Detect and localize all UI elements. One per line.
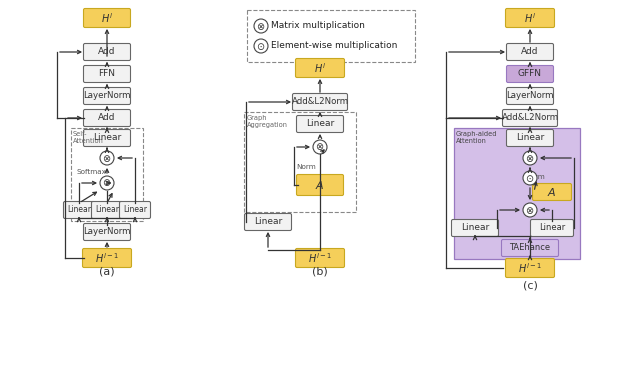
Text: $H^{l}$: $H^{l}$ (101, 11, 113, 25)
Text: $\otimes$: $\otimes$ (525, 152, 534, 164)
FancyBboxPatch shape (296, 59, 344, 77)
FancyBboxPatch shape (83, 130, 131, 147)
FancyBboxPatch shape (63, 201, 95, 218)
Text: Linear: Linear (254, 217, 282, 226)
FancyBboxPatch shape (451, 220, 499, 237)
Text: LayerNorm: LayerNorm (506, 91, 554, 101)
Text: Linear: Linear (67, 206, 91, 214)
FancyBboxPatch shape (83, 43, 131, 60)
Text: LayerNorm: LayerNorm (83, 91, 131, 101)
Text: Graph
Aggregation: Graph Aggregation (247, 115, 288, 128)
Text: Element-wise multiplication: Element-wise multiplication (271, 42, 397, 51)
FancyBboxPatch shape (506, 43, 554, 60)
Text: $\otimes$: $\otimes$ (525, 204, 534, 215)
Text: GFFN: GFFN (518, 70, 542, 79)
FancyBboxPatch shape (532, 183, 572, 200)
Text: Self-
Attention: Self- Attention (73, 131, 104, 144)
Text: Add: Add (521, 48, 539, 56)
Text: Norm: Norm (525, 174, 545, 180)
Text: (c): (c) (523, 280, 538, 290)
Text: FFN: FFN (99, 70, 115, 79)
Bar (247, 10, 415, 62)
Text: Linear: Linear (93, 133, 121, 143)
Text: $A$: $A$ (547, 186, 557, 198)
Text: $H^{l-1}$: $H^{l-1}$ (308, 251, 332, 265)
FancyBboxPatch shape (296, 248, 344, 268)
Text: $\odot$: $\odot$ (525, 172, 534, 183)
Text: Linear: Linear (306, 119, 334, 129)
FancyBboxPatch shape (83, 65, 131, 82)
FancyBboxPatch shape (83, 87, 131, 104)
Circle shape (100, 176, 114, 190)
Text: Linear: Linear (516, 133, 544, 143)
FancyBboxPatch shape (506, 8, 554, 28)
Text: (a): (a) (99, 267, 115, 277)
Text: Add&L2Norm: Add&L2Norm (291, 98, 349, 107)
Circle shape (254, 39, 268, 53)
Text: Linear: Linear (95, 206, 119, 214)
Text: LayerNorm: LayerNorm (83, 228, 131, 237)
Text: $H^{l}$: $H^{l}$ (314, 61, 326, 75)
Text: Linear: Linear (123, 206, 147, 214)
FancyBboxPatch shape (531, 220, 573, 237)
Text: TAEhance: TAEhance (509, 243, 550, 253)
Bar (454, 128, 580, 259)
FancyBboxPatch shape (83, 223, 131, 240)
Text: $H^{l-1}$: $H^{l-1}$ (95, 251, 119, 265)
FancyBboxPatch shape (120, 201, 150, 218)
Bar (71, 128, 143, 221)
Circle shape (523, 203, 537, 217)
Text: $\odot$: $\odot$ (257, 40, 266, 51)
Text: Norm: Norm (296, 164, 316, 170)
Text: Softmax: Softmax (76, 169, 106, 175)
FancyBboxPatch shape (506, 130, 554, 147)
Text: $\otimes$: $\otimes$ (316, 141, 324, 152)
FancyBboxPatch shape (92, 201, 122, 218)
Text: $\otimes$: $\otimes$ (102, 178, 111, 189)
Circle shape (523, 171, 537, 185)
Text: Matrix multiplication: Matrix multiplication (271, 22, 365, 31)
FancyBboxPatch shape (244, 214, 291, 231)
FancyBboxPatch shape (502, 110, 557, 127)
Text: $H^{l}$: $H^{l}$ (524, 11, 536, 25)
FancyBboxPatch shape (292, 93, 348, 110)
Text: Linear: Linear (539, 223, 565, 232)
Text: Linear: Linear (461, 223, 489, 232)
Text: Add: Add (99, 48, 116, 56)
Text: $H^{l-1}$: $H^{l-1}$ (518, 261, 542, 275)
FancyBboxPatch shape (502, 240, 559, 257)
Text: (b): (b) (312, 267, 328, 277)
Text: $A$: $A$ (316, 179, 324, 191)
Text: Add: Add (99, 113, 116, 122)
FancyBboxPatch shape (506, 259, 554, 277)
FancyBboxPatch shape (296, 175, 344, 195)
Circle shape (313, 140, 327, 154)
Text: $\otimes$: $\otimes$ (102, 152, 111, 164)
Circle shape (100, 151, 114, 165)
Text: $\otimes$: $\otimes$ (257, 20, 266, 31)
Circle shape (254, 19, 268, 33)
FancyBboxPatch shape (506, 87, 554, 104)
Text: Graph-aided
Attention: Graph-aided Attention (456, 131, 497, 144)
FancyBboxPatch shape (506, 65, 554, 82)
Bar (244, 112, 356, 212)
FancyBboxPatch shape (83, 110, 131, 127)
FancyBboxPatch shape (83, 8, 131, 28)
FancyBboxPatch shape (296, 116, 344, 133)
Text: Add&L2Norm: Add&L2Norm (501, 113, 559, 122)
Circle shape (523, 151, 537, 165)
FancyBboxPatch shape (83, 248, 131, 268)
